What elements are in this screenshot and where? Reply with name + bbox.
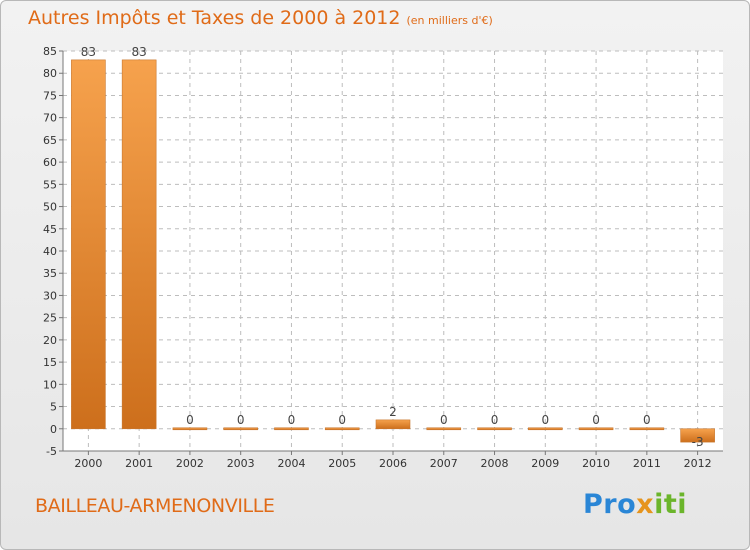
y-tick-label: 65 — [43, 134, 57, 147]
logo-part-3: iti — [654, 489, 687, 520]
bar-2004 — [274, 427, 309, 431]
bar-value-label: 2 — [389, 405, 397, 419]
x-tick-label: 2010 — [582, 457, 610, 470]
bar-2001 — [121, 59, 157, 430]
bar-value-label: 83 — [132, 45, 147, 59]
bar-2005 — [324, 427, 360, 431]
x-tick-label: 2006 — [379, 457, 407, 470]
x-tick-label: 2008 — [481, 457, 509, 470]
x-tick-label: 2009 — [531, 457, 559, 470]
bar-value-label: 0 — [288, 413, 296, 427]
y-tick-label: 75 — [43, 89, 57, 102]
x-tick-label: 2004 — [277, 457, 305, 470]
bar-value-label: -3 — [692, 435, 704, 449]
chart-title: Autres Impôts et Taxes de 2000 à 2012 (en… — [28, 7, 493, 29]
y-tick-label: 70 — [43, 112, 57, 125]
bar-2003 — [223, 427, 258, 431]
bar-2006 — [375, 419, 411, 430]
y-tick-label: 40 — [43, 245, 57, 258]
bar-value-label: 0 — [643, 413, 651, 427]
y-tick-label: 60 — [43, 156, 57, 169]
x-tick-label: 2001 — [125, 457, 153, 470]
bar-value-label: 0 — [338, 413, 346, 427]
bar-2002 — [172, 427, 208, 431]
bar-2000 — [71, 59, 106, 430]
y-tick-label: 35 — [43, 267, 57, 280]
bar-value-label: 0 — [592, 413, 600, 427]
y-tick-label: 30 — [43, 289, 57, 302]
commune-name: BAILLEAU-ARMENONVILLE — [35, 495, 275, 517]
y-tick-label: 85 — [43, 45, 57, 58]
bar-value-label: 0 — [440, 413, 448, 427]
x-tick-label: 2007 — [430, 457, 458, 470]
y-tick-label: 50 — [43, 201, 57, 214]
y-tick-label: 55 — [43, 178, 57, 191]
bar-2008 — [477, 427, 512, 431]
y-tick-label: 80 — [43, 67, 57, 80]
bar-value-label: 0 — [186, 413, 194, 427]
y-tick-label: 25 — [43, 312, 57, 325]
y-tick-label: -5 — [46, 445, 57, 458]
chart-title-text: Autres Impôts et Taxes de 2000 à 2012 — [28, 7, 401, 29]
bar-2010 — [578, 427, 614, 431]
chart-unit: (en milliers d'€) — [406, 14, 493, 27]
bar-value-label: 0 — [491, 413, 499, 427]
logo-part-1: Pro — [583, 489, 637, 520]
bar-value-label: 0 — [237, 413, 245, 427]
bar-value-label: 83 — [81, 45, 96, 59]
y-tick-label: 45 — [43, 223, 57, 236]
bar-2011 — [629, 427, 665, 431]
bar-2007 — [426, 427, 462, 431]
x-tick-label: 2012 — [684, 457, 712, 470]
bar-2012 — [680, 428, 715, 443]
y-tick-label: 10 — [43, 378, 57, 391]
x-tick-label: 2003 — [227, 457, 255, 470]
x-tick-label: 2011 — [633, 457, 661, 470]
logo-part-2: x — [636, 489, 655, 520]
x-tick-label: 2005 — [328, 457, 356, 470]
proxiti-logo: Proxiti — [583, 489, 687, 520]
x-tick-label: 2000 — [74, 457, 102, 470]
y-tick-label: 20 — [43, 334, 57, 347]
y-tick-label: 5 — [50, 401, 57, 414]
y-tick-label: 15 — [43, 356, 57, 369]
bar-2009 — [528, 427, 563, 431]
x-tick-label: 2002 — [176, 457, 204, 470]
bar-value-label: 0 — [541, 413, 549, 427]
y-tick-label: 0 — [50, 423, 57, 436]
